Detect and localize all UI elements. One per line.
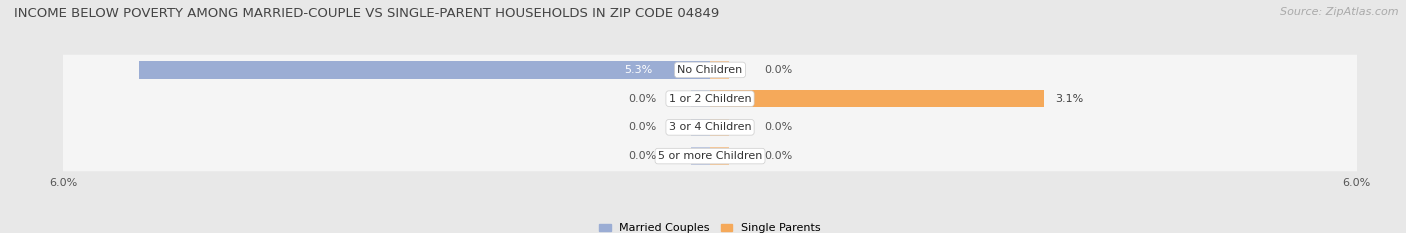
Text: INCOME BELOW POVERTY AMONG MARRIED-COUPLE VS SINGLE-PARENT HOUSEHOLDS IN ZIP COD: INCOME BELOW POVERTY AMONG MARRIED-COUPL…	[14, 7, 720, 20]
Text: 5 or more Children: 5 or more Children	[658, 151, 762, 161]
Text: No Children: No Children	[678, 65, 742, 75]
Bar	[690, 90, 710, 107]
Text: 0.0%: 0.0%	[628, 94, 657, 104]
Bar	[710, 147, 730, 165]
FancyBboxPatch shape	[55, 112, 1365, 143]
Bar	[710, 90, 1045, 107]
Legend: Married Couples, Single Parents: Married Couples, Single Parents	[599, 223, 821, 233]
Text: Source: ZipAtlas.com: Source: ZipAtlas.com	[1281, 7, 1399, 17]
Text: 0.0%: 0.0%	[763, 122, 792, 132]
Bar	[710, 61, 730, 79]
Bar	[690, 147, 710, 165]
FancyBboxPatch shape	[55, 83, 1365, 114]
Text: 5.3%: 5.3%	[624, 65, 652, 75]
FancyBboxPatch shape	[55, 141, 1365, 171]
Text: 0.0%: 0.0%	[763, 151, 792, 161]
Text: 3.1%: 3.1%	[1054, 94, 1083, 104]
Text: 1 or 2 Children: 1 or 2 Children	[669, 94, 751, 104]
Text: 0.0%: 0.0%	[763, 65, 792, 75]
Text: 0.0%: 0.0%	[628, 122, 657, 132]
Bar	[690, 119, 710, 136]
Bar	[139, 61, 710, 79]
Bar	[710, 119, 730, 136]
Text: 0.0%: 0.0%	[628, 151, 657, 161]
Text: 3 or 4 Children: 3 or 4 Children	[669, 122, 751, 132]
FancyBboxPatch shape	[55, 55, 1365, 85]
